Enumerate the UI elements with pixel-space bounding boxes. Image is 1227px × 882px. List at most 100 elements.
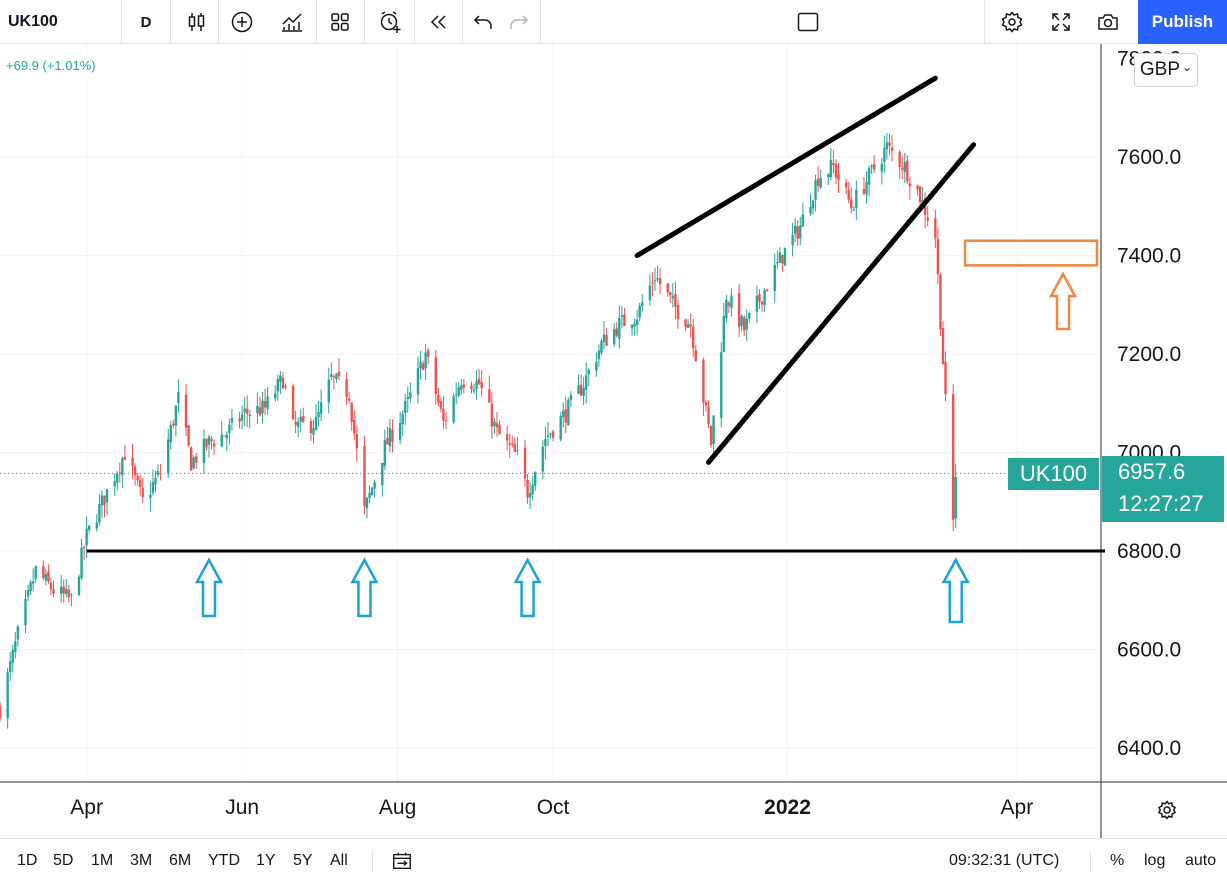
- goto-date-button[interactable]: [391, 839, 413, 882]
- candle-body: [416, 367, 420, 395]
- support-bounce-arrow[interactable]: [194, 557, 224, 618]
- price-tick-label: 7200.0: [1117, 343, 1181, 366]
- range-ytd[interactable]: YTD: [208, 851, 240, 869]
- candle-body: [363, 445, 366, 507]
- clock[interactable]: 09:32:31 (UTC): [949, 851, 1060, 869]
- candle-body: [261, 400, 264, 414]
- time-axis-settings[interactable]: [1158, 800, 1176, 820]
- candle-body: [740, 315, 743, 326]
- camera-icon: [1098, 14, 1118, 30]
- bar-countdown: 12:27:27: [1118, 491, 1204, 516]
- candle-body: [62, 586, 65, 594]
- time-tick-label: Apr: [70, 796, 103, 819]
- currency-selector[interactable]: GBP ⌄: [1134, 53, 1198, 87]
- candle-body: [177, 391, 180, 404]
- candle-body: [88, 525, 91, 530]
- symbol-label: UK100: [8, 13, 58, 30]
- layout-button[interactable]: [322, 0, 358, 44]
- candle-body: [855, 189, 858, 209]
- candle-body: [827, 174, 830, 178]
- support-bounce-arrow[interactable]: [941, 557, 970, 624]
- candle-body: [34, 566, 37, 580]
- undo-button[interactable]: [466, 0, 500, 44]
- candle-body: [870, 165, 873, 168]
- grid: [0, 44, 1101, 782]
- candle-body: [368, 492, 371, 499]
- candle-body: [284, 386, 287, 388]
- candle-body: [314, 416, 318, 430]
- candle-body: [452, 396, 455, 423]
- replay-button[interactable]: [420, 0, 456, 44]
- fullscreen-button[interactable]: [1043, 0, 1079, 44]
- candle-body: [355, 434, 359, 449]
- percent-toggle[interactable]: %: [1110, 851, 1125, 869]
- target-arrow[interactable]: [1048, 271, 1078, 331]
- candle-body: [730, 295, 733, 308]
- drawings-layer[interactable]: [86, 75, 1105, 624]
- currency-label: GBP: [1139, 59, 1181, 80]
- candle-body: [791, 234, 794, 246]
- add-indicator-button[interactable]: [224, 0, 260, 44]
- candle-body: [279, 375, 282, 382]
- indicators-button[interactable]: [274, 0, 310, 44]
- candle-body: [633, 323, 636, 327]
- alert-button[interactable]: [370, 0, 410, 44]
- candle-body: [908, 183, 912, 187]
- range-1d[interactable]: 1D: [17, 851, 38, 869]
- fullscreen-icon: [1052, 13, 1070, 31]
- price-chart[interactable]: 6400.06600.06800.07000.07200.07400.07600…: [0, 44, 1227, 838]
- candle-body: [44, 573, 48, 581]
- chart-type-button[interactable]: [178, 0, 214, 44]
- wedge-lower-trendline[interactable]: [706, 142, 977, 465]
- candle-body: [549, 433, 552, 435]
- range-6m[interactable]: 6M: [169, 851, 192, 869]
- candle-body: [742, 317, 746, 331]
- candle-body: [544, 439, 547, 447]
- log-toggle[interactable]: log: [1144, 851, 1166, 869]
- redo-button[interactable]: [502, 0, 536, 44]
- range-1m[interactable]: 1M: [91, 851, 114, 869]
- drawing-tool-button[interactable]: [790, 0, 826, 44]
- candle-body: [404, 400, 407, 413]
- price-axis[interactable]: 6400.06600.06800.07000.07200.07400.07600…: [1117, 48, 1181, 761]
- range-5y[interactable]: 5Y: [293, 851, 313, 869]
- candle-body: [865, 181, 868, 195]
- time-tick-label: Oct: [537, 796, 570, 819]
- candle-body: [330, 374, 333, 378]
- candle-body: [381, 462, 384, 486]
- interval-button[interactable]: D: [128, 0, 164, 44]
- price-tick-label: 6400.0: [1117, 737, 1181, 760]
- candle-body: [493, 421, 496, 427]
- candle-body: [564, 409, 567, 423]
- settings-icon[interactable]: [1158, 800, 1176, 820]
- candlestick-series: [0, 133, 957, 729]
- snapshot-button[interactable]: [1090, 0, 1126, 44]
- range-1y[interactable]: 1Y: [256, 851, 276, 869]
- divider: [372, 850, 373, 872]
- wedge-upper-trendline[interactable]: [634, 75, 938, 258]
- candle-body: [834, 164, 838, 178]
- candle-body: [291, 385, 295, 420]
- range-all[interactable]: All: [330, 851, 348, 869]
- candle-body: [207, 436, 211, 445]
- candle-body: [760, 301, 764, 305]
- settings-button[interactable]: [994, 0, 1030, 44]
- candle-body: [424, 352, 427, 369]
- support-bounce-arrow[interactable]: [513, 557, 542, 618]
- auto-toggle[interactable]: auto: [1185, 851, 1217, 869]
- publish-button[interactable]: Publish: [1138, 0, 1227, 44]
- candle-body: [421, 363, 425, 371]
- target-zone-rectangle[interactable]: [963, 239, 1099, 267]
- range-5d[interactable]: 5D: [53, 851, 74, 869]
- candle-body: [220, 434, 223, 447]
- time-tick-label: 2022: [764, 796, 811, 819]
- range-3m[interactable]: 3M: [130, 851, 153, 869]
- candle-body: [169, 425, 172, 443]
- support-bounce-arrow[interactable]: [350, 557, 379, 618]
- symbol-search[interactable]: UK100: [0, 0, 110, 44]
- candle-body: [799, 225, 802, 239]
- candle-body: [641, 302, 644, 306]
- time-axis[interactable]: Apr Jun Aug Oct 2022 Apr: [70, 796, 1033, 819]
- candle-body: [156, 471, 160, 476]
- candle-body: [814, 180, 817, 200]
